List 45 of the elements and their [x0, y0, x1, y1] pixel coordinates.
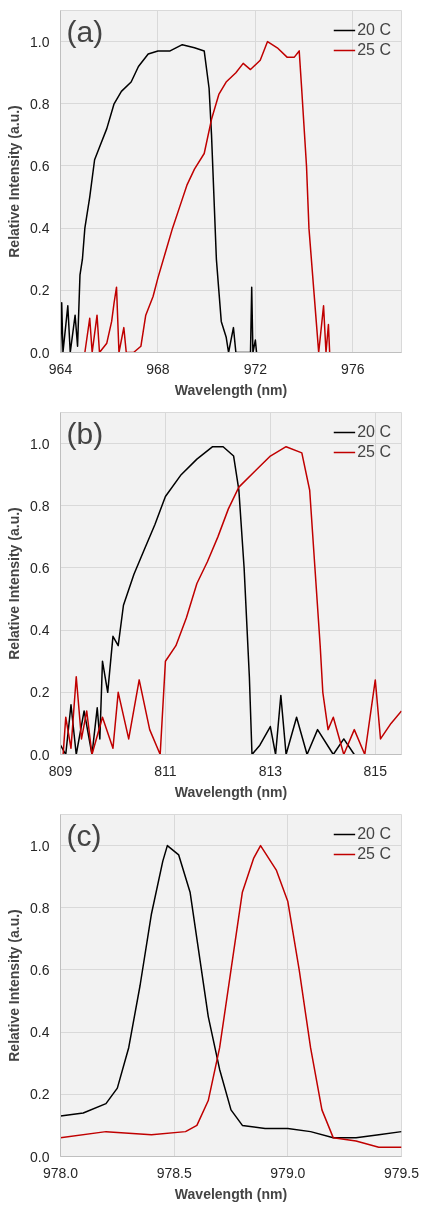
y-tick-label: 0.2 [30, 684, 50, 701]
y-tick-label: 0.0 [30, 1148, 50, 1165]
annotation: (c) [66, 818, 102, 852]
y-tick-label: 1.0 [30, 33, 50, 50]
x-tick-label: 978.5 [156, 1164, 192, 1181]
y-tick-label: 0.0 [30, 746, 50, 763]
legend-label: 25 C [357, 41, 391, 59]
x-tick-label: 964 [48, 360, 73, 377]
y-tick-label: 1.0 [30, 435, 50, 452]
legend-label: 25 C [357, 443, 391, 461]
y-tick-label: 0.6 [30, 559, 50, 576]
x-axis-title: Wavelength (nm) [174, 1185, 288, 1202]
x-tick-label: 968 [146, 360, 170, 377]
annotation: (a) [66, 14, 104, 48]
legend-label: 25 C [357, 845, 391, 863]
y-tick-label: 0.6 [30, 961, 50, 978]
y-axis-title: Relative Intensity (a.u.) [6, 507, 23, 660]
legend-label: 20 C [357, 21, 391, 39]
x-axis-title: Wavelength (nm) [174, 381, 288, 398]
x-axis-title: Wavelength (nm) [174, 783, 288, 800]
y-tick-label: 0.8 [30, 95, 50, 112]
y-axis-title: Relative Intensity (a.u.) [6, 909, 23, 1062]
x-tick-label: 815 [363, 762, 388, 779]
x-tick-label: 972 [243, 360, 268, 377]
y-tick-label: 0.4 [30, 622, 50, 639]
y-tick-label: 0.8 [30, 497, 50, 514]
x-tick-label: 813 [258, 762, 283, 779]
y-tick-label: 0.4 [30, 1024, 50, 1041]
y-tick-label: 0.2 [30, 1086, 50, 1103]
x-tick-label: 979.0 [270, 1164, 306, 1181]
x-tick-label: 978.0 [42, 1164, 79, 1181]
y-tick-label: 0.4 [30, 220, 50, 237]
x-tick-label: 979.5 [383, 1164, 420, 1181]
y-tick-label: 0.8 [30, 899, 50, 916]
x-tick-label: 809 [48, 762, 73, 779]
y-tick-label: 1.0 [30, 837, 50, 854]
x-tick-label: 976 [341, 360, 365, 377]
legend-label: 20 C [357, 825, 391, 843]
y-tick-label: 0.2 [30, 282, 50, 299]
annotation: (b) [66, 416, 104, 450]
legend-label: 20 C [357, 423, 391, 441]
y-tick-label: 0.0 [30, 344, 50, 361]
y-tick-label: 0.6 [30, 157, 50, 174]
y-axis-title: Relative Intensity (a.u.) [6, 105, 23, 258]
x-tick-label: 811 [154, 762, 177, 779]
